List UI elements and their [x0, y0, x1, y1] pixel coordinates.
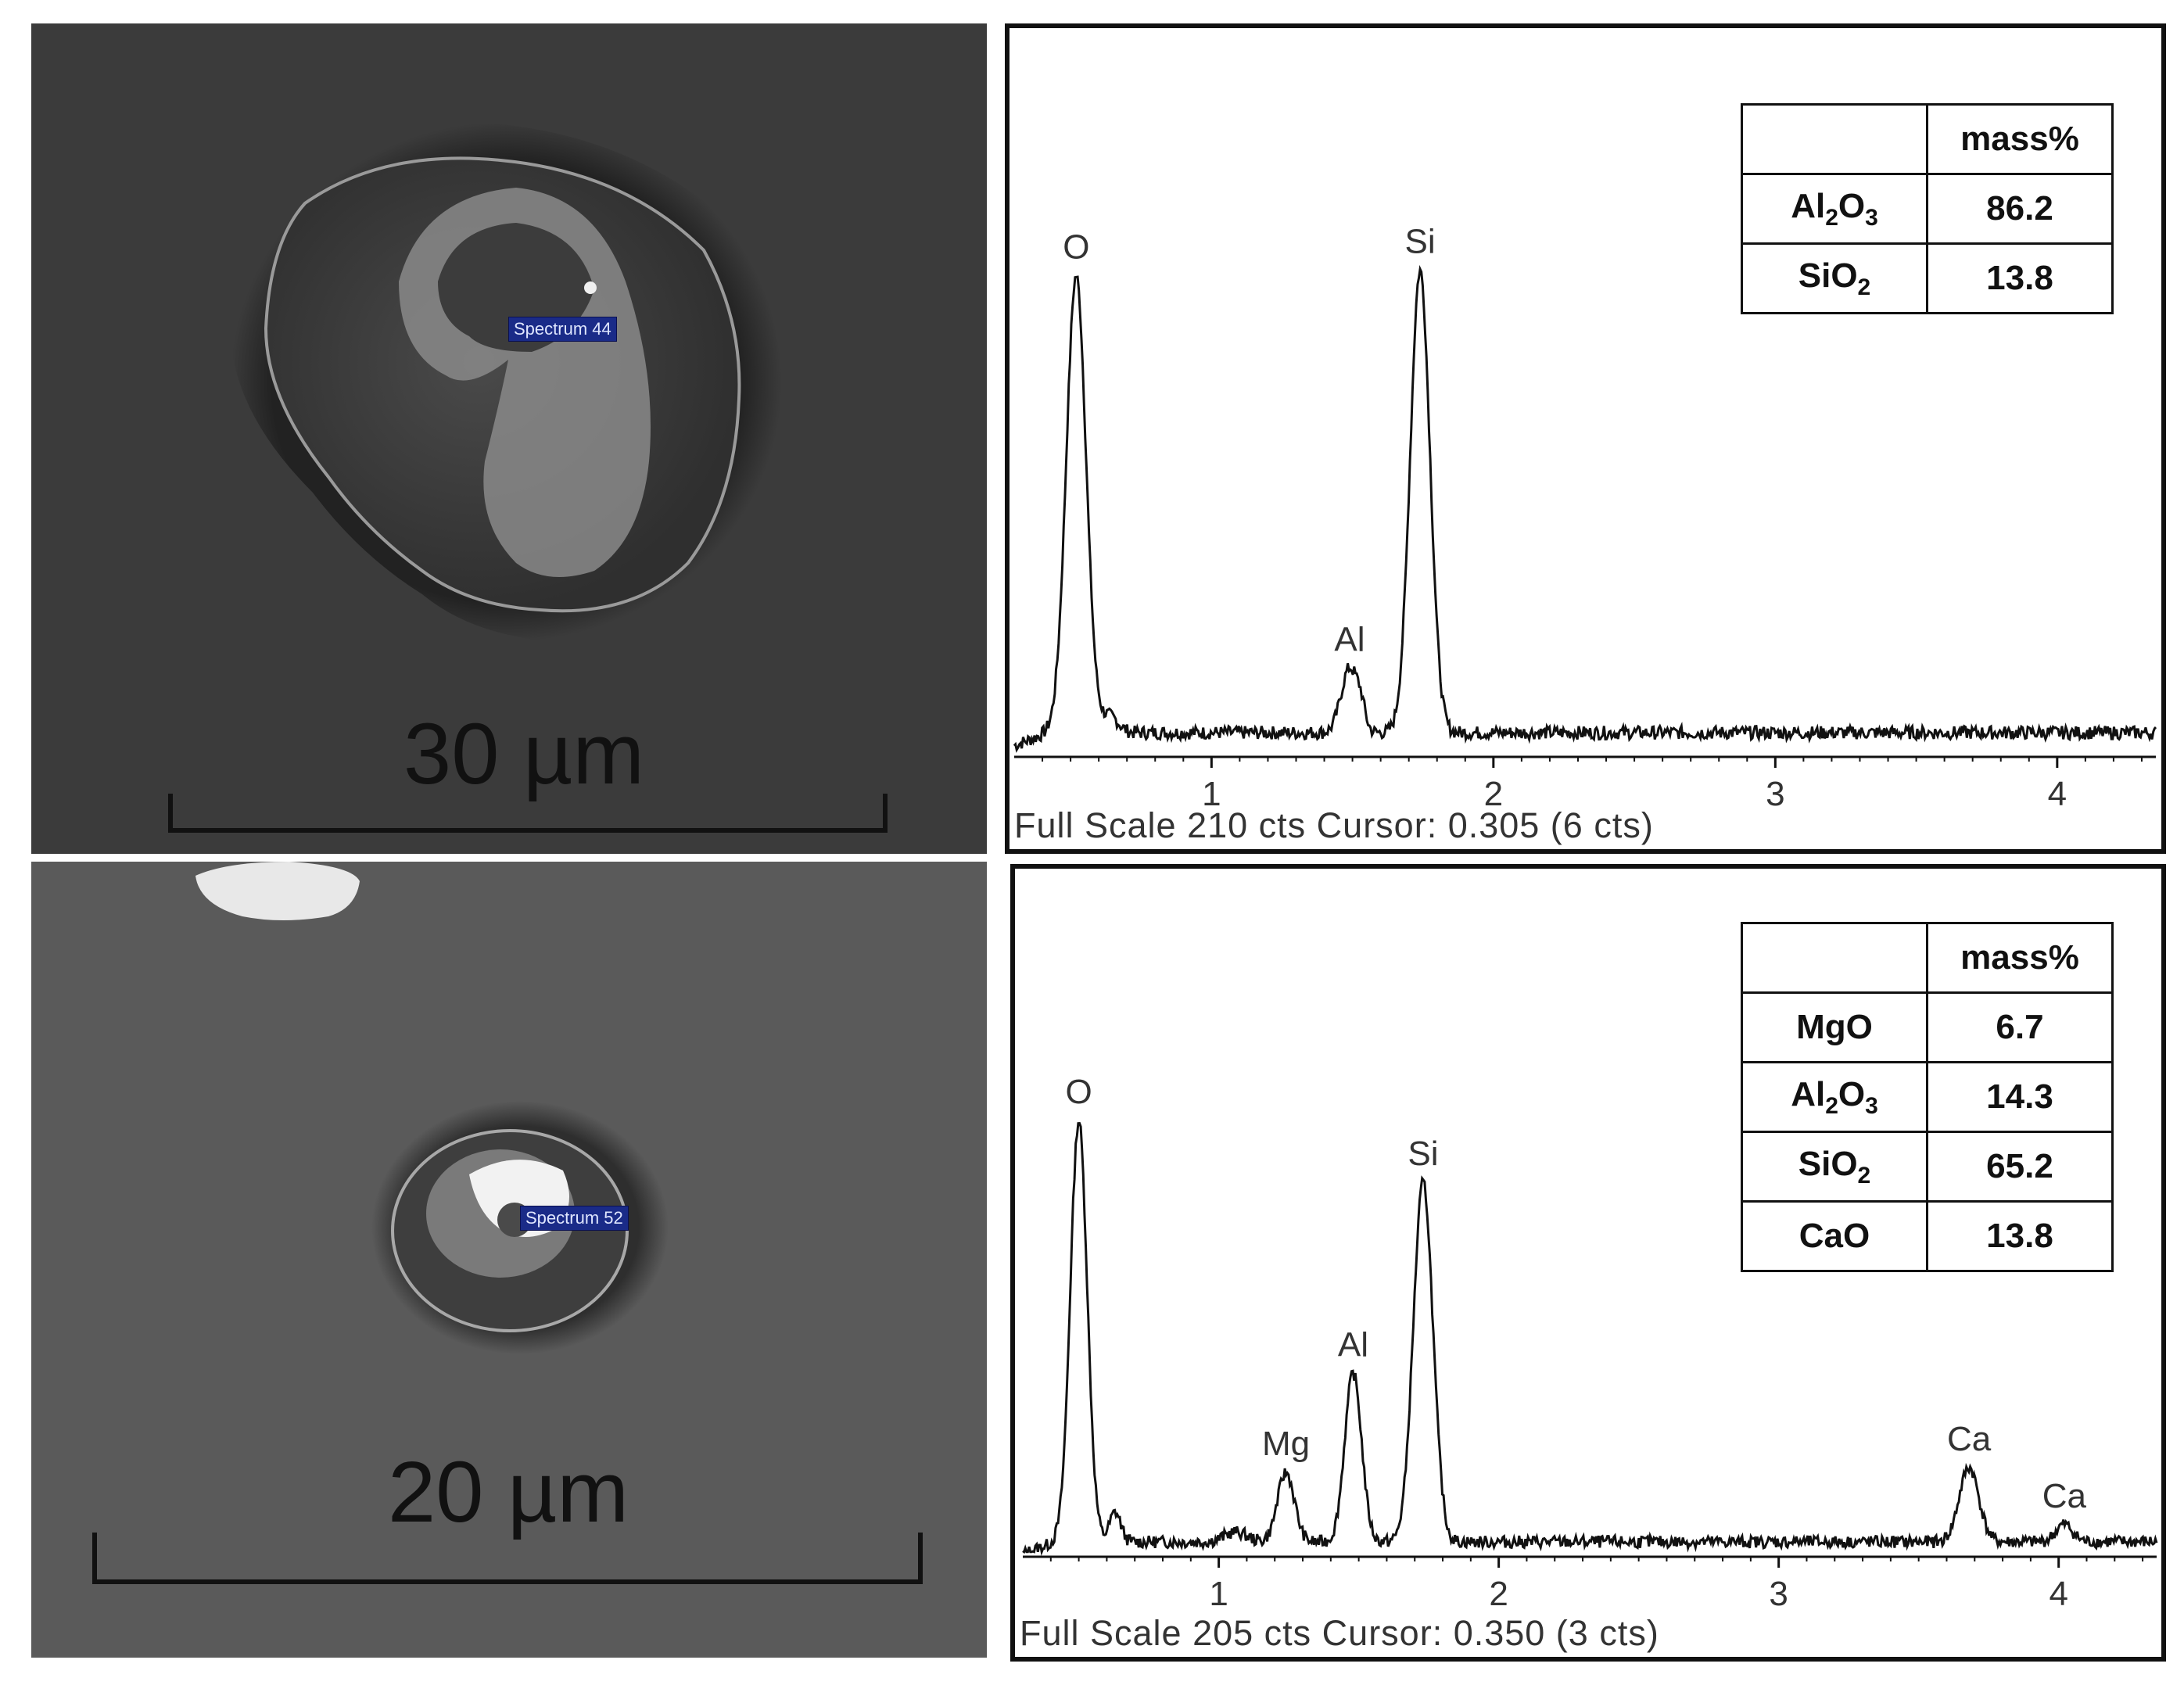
mass-cell: 14.3 [1926, 1061, 2114, 1133]
sem-image-bottom: Spectrum 52 20 µm [31, 862, 987, 1658]
peak-label: Si [1405, 223, 1436, 261]
mass-cell: 13.8 [1926, 242, 2114, 314]
scale-bar [168, 794, 888, 833]
peak-label: Ca [2042, 1477, 2087, 1515]
x-tick-label: 2 [1489, 1575, 1508, 1613]
spectrum-plot-top: 1 2 3 4 O Al Si [1013, 223, 2157, 813]
peak-label: Ca [1947, 1420, 1992, 1458]
x-tick-label: 2 [1484, 775, 1503, 813]
mass-cell: 65.2 [1926, 1131, 2114, 1203]
x-tick-label: 3 [1769, 1575, 1788, 1613]
peak-label: O [1063, 228, 1089, 267]
x-tick-label: 4 [2048, 775, 2067, 813]
oxide-cell: Al2O3 [1741, 1061, 1928, 1133]
table-header-blank [1741, 103, 1928, 175]
spectrum-marker-label: Spectrum 44 [508, 317, 617, 342]
spectrum-marker-label: Spectrum 52 [520, 1206, 629, 1231]
peak-label: Al [1338, 1325, 1368, 1364]
status-readout: Full Scale 210 cts Cursor: 0.305 (6 cts) [1014, 805, 1654, 845]
mass-cell: 6.7 [1926, 991, 2114, 1063]
oxide-cell: SiO2 [1741, 1131, 1928, 1203]
table-header-mass: mass% [1926, 922, 2114, 994]
sem-particle-top [231, 122, 782, 643]
mass-cell: 13.8 [1926, 1200, 2114, 1272]
eds-spectrum-bottom: 1 2 3 4 O Mg Al Si Ca Ca Full Scale 205 cts Curso… [1010, 864, 2166, 1662]
scale-bar-label: 30 µm [403, 706, 644, 802]
peak-label: O [1065, 1073, 1092, 1111]
x-tick-label: 4 [2049, 1575, 2067, 1613]
scale-bar-label: 20 µm [388, 1444, 629, 1540]
status-readout: Full Scale 205 cts Cursor: 0.350 (3 cts) [1020, 1613, 1659, 1653]
table-header-row: mass% [1741, 103, 2114, 175]
eds-spectrum-top: 1 2 3 4 O Al Si Full Scale 210 cts Cursor: 0.3… [1005, 23, 2166, 854]
peak-label: Si [1408, 1135, 1438, 1173]
sem-image-top: Spectrum 44 30 µm [31, 23, 987, 854]
table-header-row: mass% [1741, 922, 2114, 994]
scale-bar [92, 1533, 923, 1584]
oxide-cell: SiO2 [1741, 242, 1928, 314]
table-header-mass: mass% [1926, 103, 2114, 175]
spectrum-plot-bottom: 1 2 3 4 O Mg Al Si Ca Ca [1022, 1073, 2158, 1613]
table-row: SiO2 13.8 [1741, 242, 2114, 314]
table-row: CaO 13.8 [1741, 1200, 2114, 1272]
composition-table: mass% Al2O3 86.2 SiO2 13.8 [1741, 103, 2114, 314]
oxide-cell: CaO [1741, 1200, 1928, 1272]
peak-label: Mg [1262, 1425, 1310, 1463]
spectrum-series-line [1022, 1122, 2158, 1557]
oxide-cell: MgO [1741, 991, 1928, 1063]
x-tick-label: 3 [1766, 775, 1784, 813]
table-row: Al2O3 14.3 [1741, 1061, 2114, 1133]
composition-table: mass% MgO 6.7 Al2O3 14.3 SiO2 65.2 CaO 1… [1741, 922, 2114, 1272]
x-tick-label: 1 [1209, 1575, 1228, 1613]
table-row: SiO2 65.2 [1741, 1131, 2114, 1203]
x-tick-label: 1 [1202, 775, 1221, 813]
peak-label: Al [1334, 621, 1365, 659]
table-header-blank [1741, 922, 1928, 994]
table-row: Al2O3 86.2 [1741, 173, 2114, 245]
table-row: MgO 6.7 [1741, 991, 2114, 1063]
mass-cell: 86.2 [1926, 173, 2114, 245]
oxide-cell: Al2O3 [1741, 173, 1928, 245]
spectrum-series-line [1013, 264, 2157, 753]
